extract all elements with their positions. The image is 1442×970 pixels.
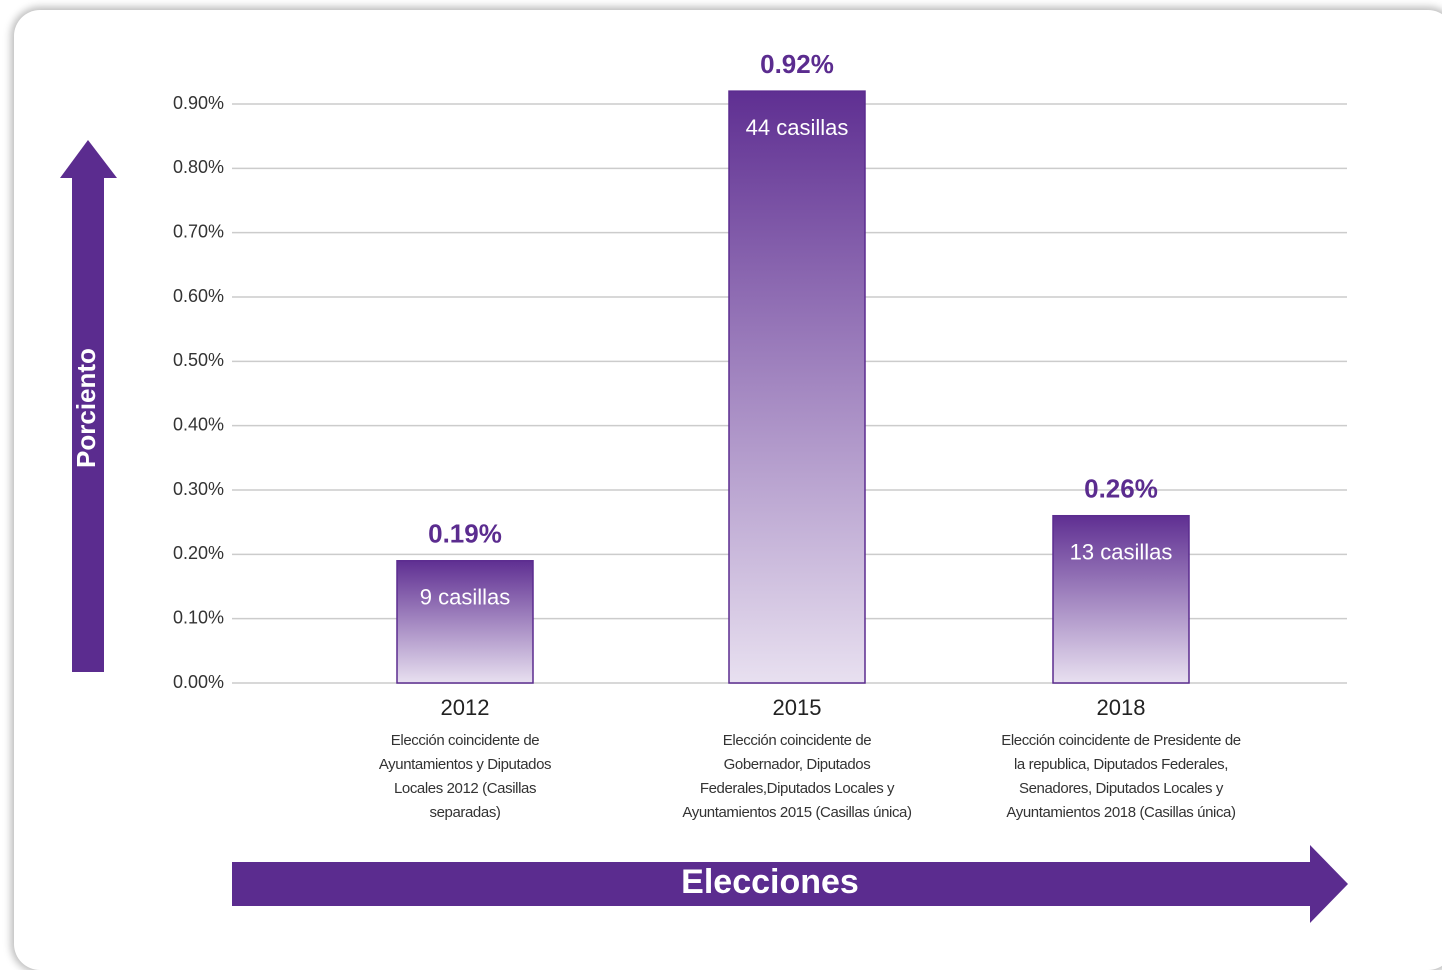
y-arrow-shaft [72,175,104,672]
bar [728,90,866,684]
bar-label: 44 casillas [746,115,849,140]
category-description: Elección coincidente de Ayuntamientos y … [378,732,552,821]
y-tick-label: 0.20% [173,543,224,563]
y-tick-label: 0.40% [173,414,224,434]
x-arrow-shaft [232,862,1312,906]
bar [396,560,534,684]
category-description: Elección coincidente de Gobernador, Dipu… [682,732,912,821]
bar-label: 9 casillas [420,585,510,610]
x-tick-label: 2018 [1097,695,1146,720]
x-axis-label: Elecciones [681,863,859,901]
y-axis-label: Porciento [71,348,101,468]
page: Porciento Elecciones 0.00% 0.10% 0.20% 0.30… [60,49,1348,923]
value-label: 0.26% [1084,474,1158,504]
bar-label: 13 casillas [1070,540,1173,565]
y-tick-label: 0.90% [173,93,224,113]
y-tick-label: 0.30% [173,479,224,499]
y-arrow-head [60,140,117,178]
y-tick-label: 0.60% [173,286,224,306]
y-tick-label: 0.80% [173,157,224,177]
x-arrow-head [1310,845,1348,923]
x-tick-label: 2012 [441,695,490,720]
y-tick-label: 0.50% [173,350,224,370]
value-label: 0.92% [760,49,834,79]
y-tick-label: 0.70% [173,221,224,241]
bar [1052,514,1190,684]
y-tick-label: 0.10% [173,607,224,627]
chart: Porciento Elecciones 0.00% 0.10% 0.20% 0.30… [60,49,1348,923]
category-description: Elección coincidente de Presidente de la… [1001,732,1241,821]
value-label: 0.19% [428,519,502,549]
x-tick-label: 2015 [773,695,822,720]
y-tick-label: 0.00% [173,672,224,692]
